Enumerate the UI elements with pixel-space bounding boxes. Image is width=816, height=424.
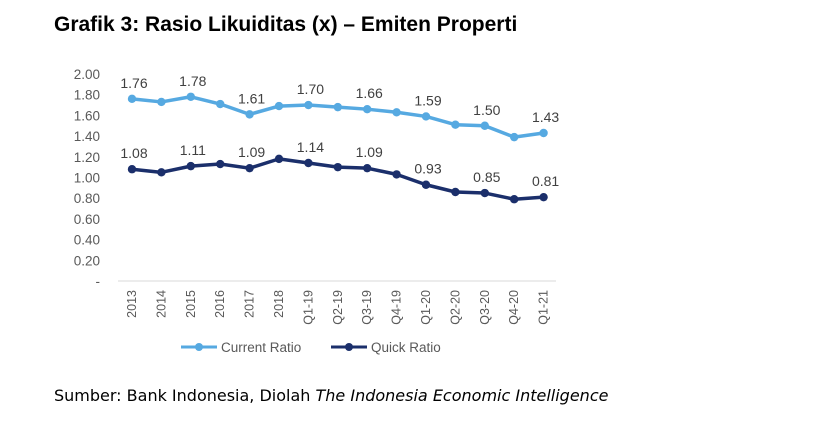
quick-ratio-data-label: 0.93 [414,161,441,177]
quick-ratio-data-label: 0.85 [473,169,500,185]
x-tick-label: 2017 [243,290,257,318]
quick-ratio-legend-marker [345,343,353,351]
current-ratio-data-label: 1.66 [356,85,383,101]
quick-ratio-point [392,170,401,179]
x-tick-label: Q2-20 [448,290,462,325]
quick-ratio-point [127,165,137,174]
quick-ratio-data-label: 1.09 [356,144,383,160]
quick-ratio-point [216,159,225,169]
current-ratio-data-label: 1.59 [414,92,441,108]
quick-ratio-point [186,161,195,171]
quick-ratio-data-label: 0.81 [532,173,559,189]
current-ratio-data-label: 1.61 [238,90,265,106]
current-ratio-point [127,94,137,104]
quick-ratio-data-label: 1.08 [120,145,147,161]
source-prefix: Sumber: Bank Indonesia, Diolah [54,386,316,405]
current-ratio-legend-marker [195,343,203,351]
quick-ratio-point [274,154,284,164]
current-ratio-point [539,128,548,138]
current-ratio-point [480,121,489,130]
y-tick-label: 2.00 [74,67,100,82]
x-tick-label: 2015 [184,290,198,318]
quick-ratio-point [157,168,166,177]
x-tick-label: 2016 [213,290,227,318]
source-italic: The Indonesia Economic Intelligence [315,386,609,405]
x-tick-label: Q1-20 [419,290,433,325]
y-tick-label: 1.00 [74,171,100,186]
x-axis: 2013 2014 2015 2016 2017 2018 Q1-19 Q2-19 Q3-19 Q… [118,280,556,325]
current-ratio-point [186,92,195,101]
y-axis: - 0.20 0.40 0.60 0.80 1.00 1.20 1.40 1.60 1.80 2.0… [74,67,100,289]
current-ratio-point [451,120,460,129]
y-tick-label: 0.60 [74,212,100,227]
line-chart: - 0.20 0.40 0.60 0.80 1.00 1.20 1.40 1.60 1.80 2.0… [74,67,560,355]
legend: Current Ratio Quick Ratio [181,340,441,355]
quick-ratio-data-label: 1.11 [180,142,206,158]
current-ratio-point [392,108,401,117]
x-tick-label: 2014 [154,290,168,318]
quick-ratio-legend-label: Quick Ratio [371,340,441,355]
current-ratio-point [274,101,284,111]
quick-ratio-point [245,163,254,173]
current-ratio-legend-label: Current Ratio [221,340,301,355]
y-tick-label: 0.80 [74,191,100,206]
series-layer: 1.76 1.78 1.61 1.70 1.66 1.59 1.50 1.43 1.08 1.11… [120,73,559,204]
quick-ratio-point [510,195,519,204]
y-tick-label: - [96,274,101,289]
y-tick-label: 1.20 [74,150,100,165]
x-tick-label: Q1-19 [301,290,315,325]
quick-ratio-point [421,180,431,189]
x-tick-label: Q1-21 [537,290,551,325]
x-tick-label: Q2-19 [331,290,345,325]
current-ratio-point [245,110,254,119]
quick-ratio-series: 1.08 1.11 1.09 1.14 1.09 0.93 0.85 0.81 [120,139,559,204]
x-tick-label: Q3-19 [360,290,374,325]
current-ratio-data-label: 1.78 [179,73,206,89]
quick-ratio-point [539,192,548,202]
x-tick-label: Q4-19 [390,290,404,325]
current-ratio-series: 1.76 1.78 1.61 1.70 1.66 1.59 1.50 1.43 [120,73,559,142]
current-ratio-point [510,132,519,142]
current-ratio-point [421,112,431,121]
quick-ratio-point [480,188,489,198]
quick-ratio-point [363,163,372,173]
current-ratio-point [363,104,372,114]
current-ratio-data-label: 1.43 [532,109,559,125]
y-tick-label: 0.40 [74,233,100,248]
y-tick-label: 0.20 [74,253,100,268]
x-tick-label: 2013 [125,290,139,318]
x-tick-label: Q3-20 [478,290,492,325]
y-tick-label: 1.40 [74,129,100,144]
quick-ratio-data-label: 1.09 [238,144,265,160]
quick-ratio-point [333,162,342,172]
quick-ratio-legend-item: Quick Ratio [331,340,441,355]
y-tick-label: 1.60 [74,108,100,123]
quick-ratio-point [304,158,313,168]
current-ratio-legend-item: Current Ratio [181,340,301,355]
current-ratio-point [333,102,342,112]
current-ratio-data-label: 1.50 [473,102,500,118]
quick-ratio-data-label: 1.14 [297,139,324,155]
current-ratio-data-label: 1.76 [120,75,147,91]
x-tick-label: Q4-20 [507,290,521,325]
source-note: Sumber: Bank Indonesia, Diolah The Indon… [54,386,608,405]
current-ratio-point [157,97,166,107]
x-tick-label: 2018 [272,290,286,318]
current-ratio-point [304,100,313,110]
current-ratio-point [216,99,225,109]
chart-title: Grafik 3: Rasio Likuiditas (x) – Emiten … [54,13,518,36]
y-tick-label: 1.80 [74,88,100,103]
quick-ratio-point [451,187,460,197]
current-ratio-data-label: 1.70 [297,81,324,97]
